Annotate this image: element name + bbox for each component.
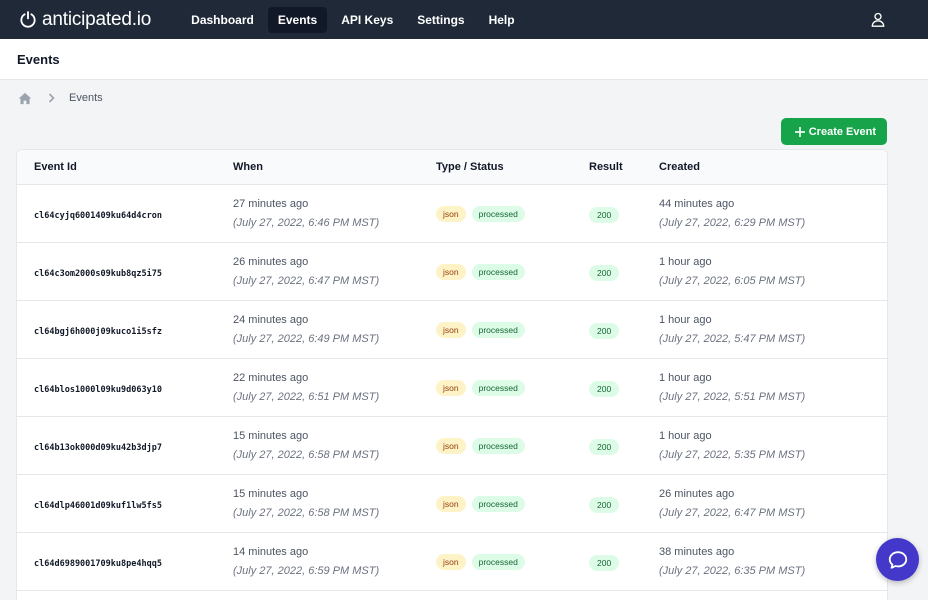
result-badge: 200 (589, 438, 620, 455)
when-absolute: (July 27, 2022, 6:46 PM MST) (233, 217, 380, 229)
created-absolute: (July 27, 2022, 6:05 PM MST) (659, 275, 806, 287)
when-relative: 27 minutes ago (233, 198, 309, 210)
when-relative: 14 minutes ago (233, 546, 309, 558)
column-header-created: Created (659, 161, 700, 173)
created-absolute: (July 27, 2022, 6:29 PM MST) (659, 217, 806, 229)
plus-icon (794, 126, 805, 137)
chat-bubble-icon (888, 550, 907, 569)
status-badge: processed (471, 321, 525, 338)
nav-item-help[interactable]: Help (488, 12, 515, 27)
event-id[interactable]: cl64blos1000l09ku9d063y10 (34, 384, 162, 395)
breadcrumb-current[interactable]: Events (69, 92, 103, 104)
status-badge: processed (471, 437, 525, 454)
type-badge: json (436, 437, 466, 454)
nav-item-api-keys[interactable]: API Keys (341, 12, 394, 27)
events-table: Event Id When Type / Status Result Creat… (16, 149, 888, 600)
table-row[interactable]: cl64d6989001709ku8pe4hqq5 14 minutes ago… (17, 533, 887, 591)
brand-name: anticipated.io (42, 8, 152, 30)
nav-item-events[interactable]: Events (267, 6, 328, 33)
status-badge: processed (471, 263, 525, 280)
column-header-type-status: Type / Status (436, 161, 504, 173)
type-badge: json (436, 495, 466, 512)
result-badge: 200 (589, 380, 620, 397)
event-id[interactable]: cl64bgj6h000j09kuco1i5sfz (34, 326, 162, 337)
result-badge: 200 (589, 554, 620, 571)
user-icon (871, 12, 885, 27)
event-id[interactable]: cl64cyjq6001409ku64d4cron (34, 210, 162, 221)
event-id[interactable]: cl64d6989001709ku8pe4hqq5 (34, 558, 162, 569)
home-icon[interactable] (18, 92, 32, 105)
column-header-result: Result (589, 161, 623, 173)
nav-item-settings[interactable]: Settings (417, 12, 465, 27)
type-badge: json (436, 321, 466, 338)
created-absolute: (July 27, 2022, 6:47 PM MST) (659, 507, 806, 519)
breadcrumb: Events (0, 80, 928, 116)
created-relative: 26 minutes ago (659, 488, 735, 500)
created-relative: 44 minutes ago (659, 198, 735, 210)
user-menu-button[interactable] (870, 11, 886, 28)
brand-logo[interactable]: anticipated.io (18, 9, 151, 31)
top-nav: anticipated.io Dashboard Events API Keys… (0, 0, 928, 39)
type-badge: json (436, 263, 466, 280)
event-id[interactable]: cl64c3om2000s09kub8qz5i75 (34, 268, 162, 279)
status-badge: processed (471, 495, 525, 512)
created-relative: 1 hour ago (659, 372, 712, 384)
created-relative: 1 hour ago (659, 314, 712, 326)
create-event-button[interactable]: Create Event (780, 118, 887, 145)
nav-item-dashboard[interactable]: Dashboard (191, 12, 254, 27)
result-badge: 200 (589, 264, 620, 281)
created-relative: 1 hour ago (659, 430, 712, 442)
table-row[interactable]: cl64cyjq6001409ku64d4cron 27 minutes ago… (17, 185, 887, 243)
type-badge: json (436, 379, 466, 396)
type-badge: json (436, 205, 466, 222)
when-relative: 26 minutes ago (233, 256, 309, 268)
create-event-label: Create Event (808, 125, 876, 138)
power-icon (20, 10, 36, 28)
when-relative: 22 minutes ago (233, 372, 309, 384)
chevron-right-icon (48, 93, 55, 103)
created-absolute: (July 27, 2022, 6:35 PM MST) (659, 565, 806, 577)
when-absolute: (July 27, 2022, 6:59 PM MST) (233, 565, 380, 577)
created-absolute: (July 27, 2022, 5:35 PM MST) (659, 449, 806, 461)
created-absolute: (July 27, 2022, 5:47 PM MST) (659, 333, 806, 345)
result-badge: 200 (589, 496, 620, 513)
table-row[interactable]: cl64c3om2000s09kub8qz5i75 26 minutes ago… (17, 243, 887, 301)
when-relative: 24 minutes ago (233, 314, 309, 326)
table-row[interactable]: cl64dlp46001d09kuf1lw5fs5 15 minutes ago… (17, 475, 887, 533)
when-absolute: (July 27, 2022, 6:58 PM MST) (233, 507, 380, 519)
result-badge: 200 (589, 322, 620, 339)
status-badge: processed (471, 205, 525, 222)
created-absolute: (July 27, 2022, 5:51 PM MST) (659, 391, 806, 403)
chat-launcher-button[interactable] (876, 538, 919, 581)
when-absolute: (July 27, 2022, 6:49 PM MST) (233, 333, 380, 345)
type-badge: json (436, 553, 466, 570)
event-id[interactable]: cl64b13ok000d09ku42b3djp7 (34, 442, 162, 453)
column-header-event-id: Event Id (34, 161, 77, 173)
when-relative: 15 minutes ago (233, 430, 309, 442)
when-absolute: (July 27, 2022, 6:51 PM MST) (233, 391, 380, 403)
when-absolute: (July 27, 2022, 6:58 PM MST) (233, 449, 380, 461)
when-relative: 15 minutes ago (233, 488, 309, 500)
created-relative: 1 hour ago (659, 256, 712, 268)
status-badge: processed (471, 379, 525, 396)
when-absolute: (July 27, 2022, 6:47 PM MST) (233, 275, 380, 287)
event-id[interactable]: cl64dlp46001d09kuf1lw5fs5 (34, 500, 162, 511)
table-header: Event Id When Type / Status Result Creat… (17, 150, 887, 185)
page-header: Events (0, 39, 928, 80)
table-row[interactable]: cl64blos1000l09ku9d063y10 22 minutes ago… (17, 359, 887, 417)
result-badge: 200 (589, 206, 620, 223)
status-badge: processed (471, 553, 525, 570)
created-relative: 38 minutes ago (659, 546, 735, 558)
table-row[interactable]: cl64bgj6h000j09kuco1i5sfz 24 minutes ago… (17, 301, 887, 359)
actions-bar: Create Event (0, 116, 928, 147)
column-header-when: When (233, 161, 263, 173)
table-row[interactable]: cl64b13ok000d09ku42b3djp7 15 minutes ago… (17, 417, 887, 475)
page-title: Events (17, 51, 60, 67)
nav-links: Dashboard Events API Keys Settings Help (181, 6, 524, 33)
